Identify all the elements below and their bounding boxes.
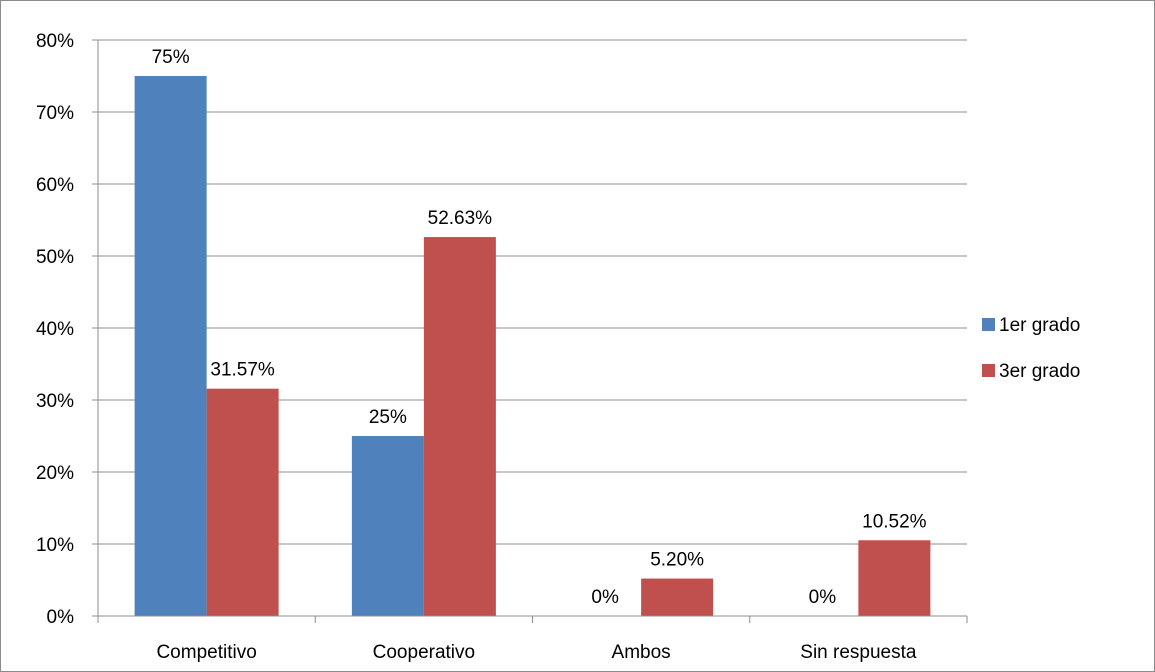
x-tick-label: Competitivo (156, 642, 256, 663)
data-label: 10.52% (862, 511, 927, 532)
legend-swatch (982, 364, 995, 377)
bar (641, 578, 714, 616)
data-label: 0% (591, 587, 619, 608)
x-axis: Competitivo Cooperativo Ambos Sin respuesta (97, 615, 968, 663)
legend: 1er grado 3er grado (982, 315, 1080, 382)
y-tick-label: 50% (36, 247, 74, 268)
data-label: 0% (809, 587, 837, 608)
bar (423, 237, 496, 616)
legend-swatch (982, 318, 995, 331)
x-tick-label: Cooperativo (373, 642, 475, 663)
bar (134, 76, 207, 616)
y-tick-label: 0% (47, 607, 75, 628)
y-tick-label: 20% (36, 463, 74, 484)
y-tick-label: 80% (36, 31, 74, 52)
legend-label: 3er grado (999, 361, 1080, 382)
x-tick-label: Ambos (612, 642, 671, 663)
legend-label: 1er grado (999, 315, 1080, 336)
y-axis: 0% 10% 20% 30% 40% 50% 60% 70% 80% (36, 31, 99, 628)
data-label: 52.63% (428, 208, 493, 229)
data-label: 25% (369, 407, 407, 428)
data-labels: 75% 25% 0% 0% 31.57% 52.63% 5.20% 10.52% (152, 47, 927, 608)
data-label: 31.57% (210, 360, 275, 381)
y-tick-label: 40% (36, 319, 74, 340)
x-tick-label: Sin respuesta (800, 642, 917, 663)
y-tick-label: 10% (36, 535, 74, 556)
y-tick-label: 70% (36, 103, 74, 124)
bar (351, 436, 424, 616)
y-tick-label: 30% (36, 391, 74, 412)
y-tick-label: 60% (36, 175, 74, 196)
data-label: 5.20% (650, 550, 704, 571)
bar (858, 540, 931, 616)
bar (206, 388, 279, 616)
data-label: 75% (152, 47, 190, 68)
bars (134, 76, 931, 616)
